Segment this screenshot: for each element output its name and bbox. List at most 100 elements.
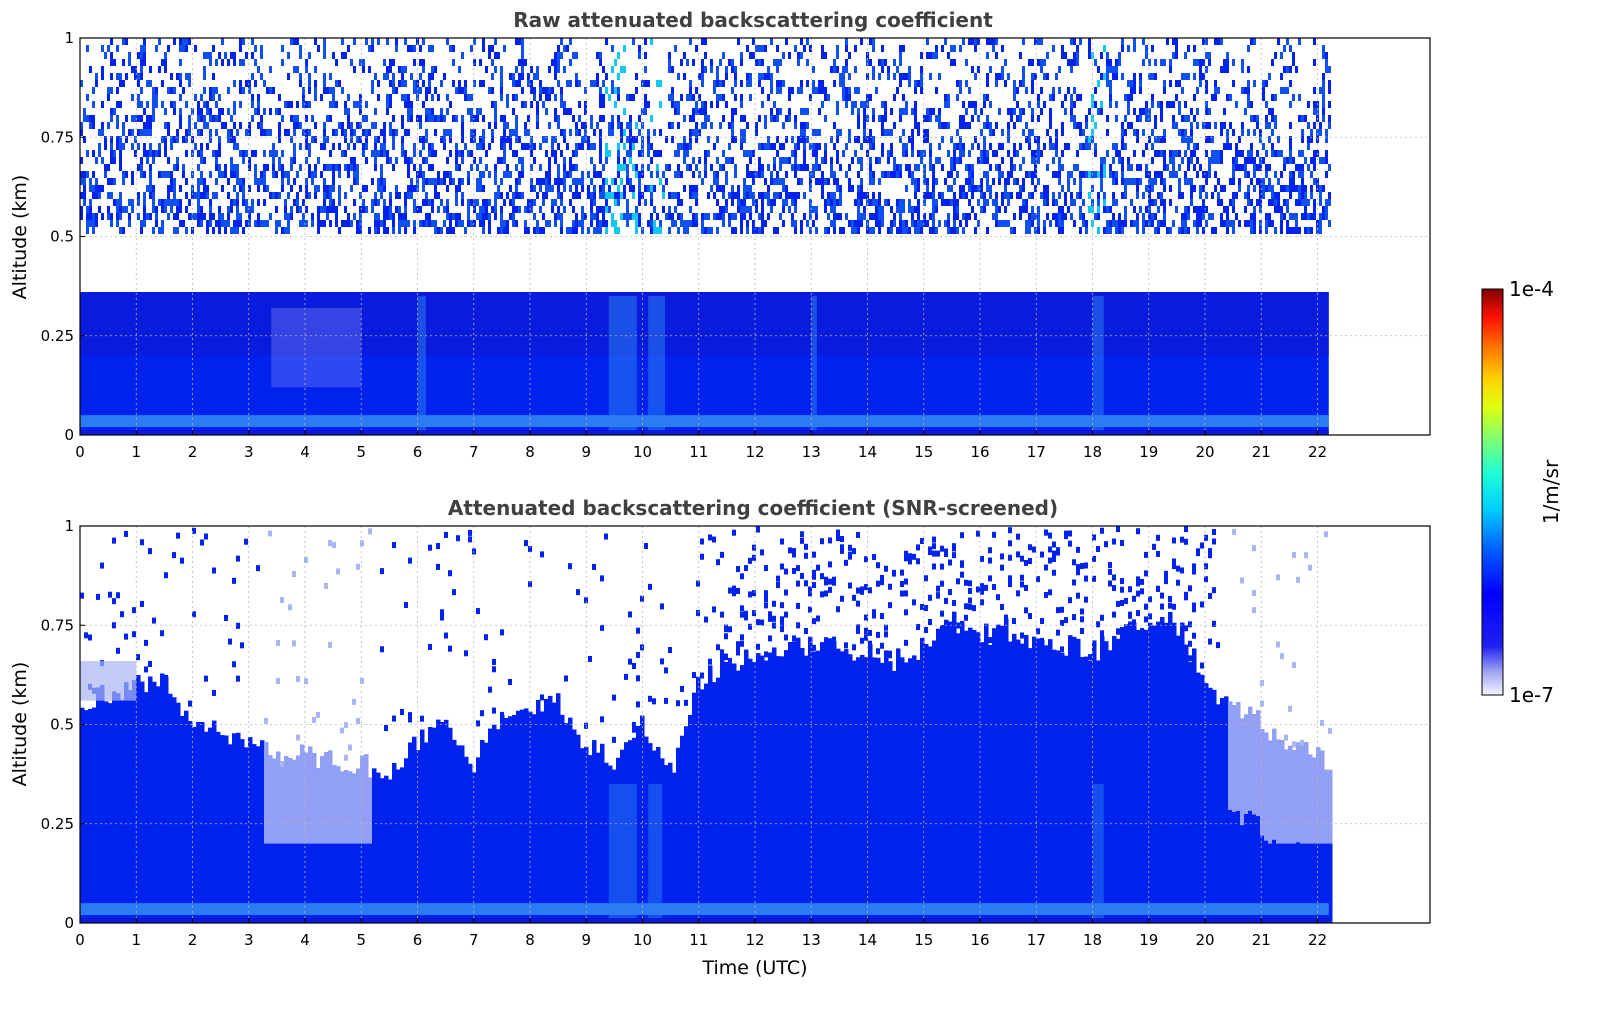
raw-noise-cell [929,73,932,80]
screened-noise-pixel [408,716,412,723]
raw-noise-cell [314,87,317,94]
raw-noise-cell [353,38,356,45]
raw-noise-cell [1163,164,1166,171]
screened-noise-pixel [812,573,816,580]
screened-noise-pixel [116,647,120,654]
screened-noise-pixel [736,641,740,648]
raw-noise-cell [1301,150,1304,157]
raw-noise-cell [617,227,620,234]
raw-noise-cell [335,164,338,171]
raw-noise-cell [1226,129,1229,136]
raw-noise-cell [164,150,167,157]
screened-layer-column [248,737,253,923]
raw-noise-cell [1280,73,1283,80]
raw-noise-cell [284,227,287,234]
raw-noise-cell [1055,213,1058,220]
raw-noise-cell [794,150,797,157]
raw-noise-cell [1040,38,1043,45]
raw-noise-cell [1196,122,1199,129]
raw-noise-cell [218,213,221,220]
raw-noise-cell [893,220,896,227]
raw-noise-cell [914,220,917,227]
screened-noise-pixel [952,543,956,550]
raw-noise-cell [1139,178,1142,185]
raw-noise-cell [248,87,251,94]
screened-layer-column [1060,652,1065,923]
screened-noise-pixel [768,635,772,642]
screened-noise-pixel [632,726,636,733]
raw-noise-cell [1151,185,1154,192]
raw-noise-cell [488,213,491,220]
raw-noise-cell [629,178,632,185]
raw-noise-cell [1289,136,1292,143]
raw-noise-cell [611,80,614,87]
raw-noise-cell [1163,213,1166,220]
raw-noise-cell [653,220,656,227]
raw-noise-cell [260,122,263,129]
raw-noise-cell [1253,185,1256,192]
raw-noise-cell [482,129,485,136]
raw-noise-cell [776,87,779,94]
raw-noise-cell [1223,185,1226,192]
raw-noise-cell [1088,192,1091,199]
raw-noise-cell [1055,129,1058,136]
raw-noise-cell [995,73,998,80]
raw-noise-cell [83,136,86,143]
raw-noise-cell [1136,227,1139,234]
raw-noise-cell [629,136,632,143]
screened-noise-pixel [868,641,872,648]
screened-noise-pixel [740,573,744,580]
screened-noise-pixel [944,551,948,558]
raw-noise-cell [323,52,326,59]
raw-noise-cell [215,87,218,94]
screened-pale-region [296,755,301,844]
raw-noise-cell [947,171,950,178]
raw-noise-cell [746,80,749,87]
raw-noise-cell [926,52,929,59]
screened-noise-pixel [992,531,996,538]
raw-noise-cell [308,87,311,94]
raw-noise-cell [938,143,941,150]
screened-noise-pixel [540,694,544,701]
raw-noise-cell [734,192,737,199]
raw-noise-cell [800,122,803,129]
raw-noise-cell [767,143,770,150]
raw-noise-cell [86,45,89,52]
raw-noise-cell [983,122,986,129]
raw-noise-cell [1232,178,1235,185]
raw-noise-cell [698,157,701,164]
raw-noise-cell [227,59,230,66]
raw-noise-cell [995,80,998,87]
raw-noise-cell [299,220,302,227]
raw-noise-cell [512,94,515,101]
raw-noise-cell [860,220,863,227]
raw-noise-cell [1244,192,1247,199]
raw-noise-cell [641,164,644,171]
raw-noise-cell [665,213,668,220]
raw-noise-cell [218,108,221,115]
y-tick-label: 1 [64,29,74,47]
screened-noise-pixel [1116,526,1120,533]
raw-noise-cell [359,122,362,129]
raw-noise-cell [1322,52,1325,59]
raw-noise-cell [164,52,167,59]
raw-noise-cell [581,178,584,185]
screened-noise-pixel [1012,618,1016,625]
screened-layer-column [1068,635,1073,923]
screened-layer-column [348,771,353,923]
screened-noise-pixel [988,557,992,564]
raw-noise-cell [212,73,215,80]
raw-noise-cell [953,164,956,171]
screened-layer-column [716,678,721,923]
raw-noise-cell [701,66,704,73]
raw-noise-cell [236,129,239,136]
raw-noise-cell [782,185,785,192]
screened-noise-pixel [784,634,788,641]
screened-noise-pixel [904,590,908,597]
raw-noise-cell [371,80,374,87]
screened-noise-pixel [848,582,852,589]
raw-noise-cell [572,220,575,227]
raw-noise-cell [713,213,716,220]
raw-noise-cell [374,136,377,143]
raw-noise-cell [1229,220,1232,227]
